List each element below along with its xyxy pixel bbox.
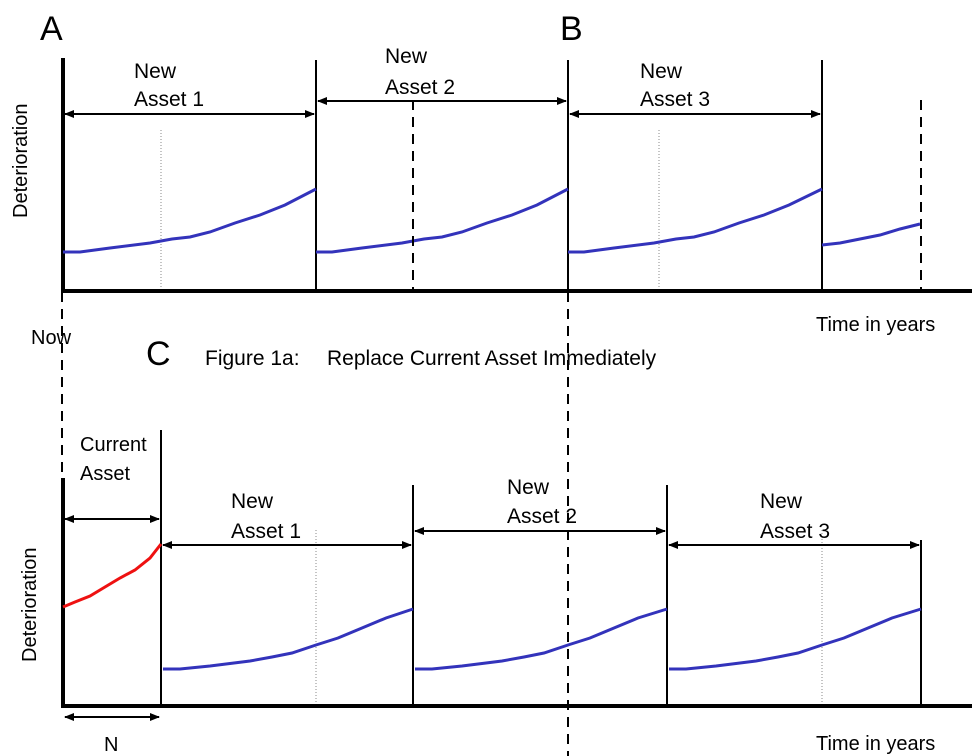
top-x-axis-label: Time in years xyxy=(816,314,935,336)
now-label: Now xyxy=(31,327,72,349)
figure-caption-prefix: Figure 1a: xyxy=(205,347,300,370)
top-span-label-line1: New xyxy=(134,60,177,83)
figure-caption-text: Replace Current Asset Immediately xyxy=(327,347,657,370)
current-asset-label-line2: Asset xyxy=(80,463,130,485)
bottom-span-label-line2: Asset 3 xyxy=(760,520,830,543)
bottom-span-label-line2: Asset 2 xyxy=(507,505,577,528)
top-panel: New Asset 1 New Asset 2 New Asset 3 Dete… xyxy=(10,10,972,349)
marker-c: C xyxy=(146,335,171,373)
alignment-dashed-lines xyxy=(61,100,922,756)
top-span-label-line2: Asset 3 xyxy=(640,88,710,111)
bottom-span-label-line2: Asset 1 xyxy=(231,520,301,543)
marker-a: A xyxy=(40,10,63,48)
top-curve-asset-4-partial xyxy=(821,222,921,247)
top-curve-asset-3 xyxy=(568,187,823,254)
top-span-label-line1: New xyxy=(640,60,683,83)
bottom-curve-asset-1 xyxy=(163,607,414,671)
top-span-label-line2: Asset 2 xyxy=(385,76,455,99)
bottom-span-label-line1: New xyxy=(231,490,274,513)
top-curve-asset-2 xyxy=(316,187,569,254)
top-curve-asset-1 xyxy=(63,187,317,254)
bottom-curve-asset-2 xyxy=(415,607,668,671)
top-y-axis-label: Deterioration xyxy=(10,103,32,218)
bottom-x-axis-label: Time in years xyxy=(816,733,935,755)
bottom-span-label-line1: New xyxy=(760,490,803,513)
current-asset-label-line1: Current xyxy=(80,434,147,456)
current-asset-curve xyxy=(62,543,163,609)
bottom-curve-asset-3 xyxy=(669,607,922,671)
bottom-y-axis-label: Deterioration xyxy=(19,547,41,662)
top-span-label-line1: New xyxy=(385,45,428,68)
bottom-panel: Current Asset New Asset 1 New Asset 2 Ne… xyxy=(19,430,972,756)
n-label: N xyxy=(104,734,118,756)
top-span-label-line2: Asset 1 xyxy=(134,88,204,111)
bottom-span-label-line1: New xyxy=(507,476,550,499)
marker-b: B xyxy=(560,10,583,48)
